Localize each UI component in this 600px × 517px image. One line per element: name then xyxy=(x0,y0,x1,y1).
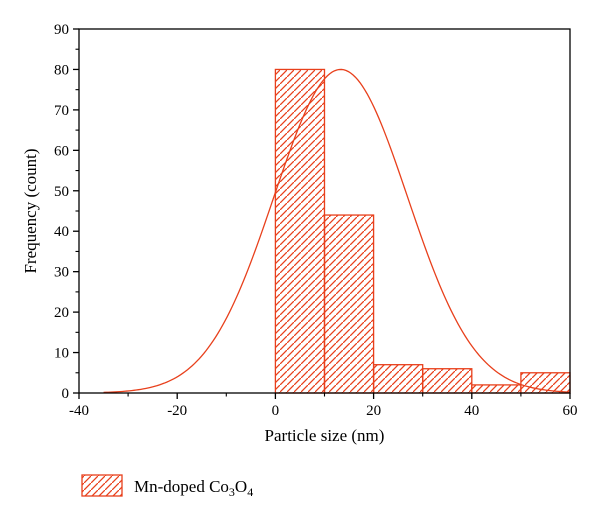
legend-formula-o: O xyxy=(235,477,247,496)
y-tick-label: 60 xyxy=(54,143,69,159)
y-tick-label: 40 xyxy=(54,224,69,240)
legend-formula-sub-3: 3 xyxy=(229,485,235,499)
gaussian-fit-curve xyxy=(103,68,571,394)
x-axis-ticks: -40 -20 0 20 40 60 xyxy=(69,393,578,419)
y-tick-label: 0 xyxy=(62,386,70,402)
histogram-bar xyxy=(323,214,375,394)
x-axis-label: Particle size (nm) xyxy=(265,426,385,445)
legend-swatch xyxy=(81,474,123,497)
legend-formula-sub-4: 4 xyxy=(247,485,253,499)
x-tick-label: 20 xyxy=(366,403,381,419)
x-tick-label: -20 xyxy=(167,403,187,419)
legend: Mn-doped Co3O4 xyxy=(81,474,253,499)
x-tick-label: -40 xyxy=(69,403,89,419)
y-axis-label: Frequency (count) xyxy=(21,148,40,273)
y-axis-ticks: 0 10 20 30 40 50 60 70 80 90 xyxy=(54,22,79,402)
y-tick-label: 10 xyxy=(54,346,69,362)
x-tick-label: 60 xyxy=(563,403,578,419)
y-tick-label: 50 xyxy=(54,184,69,200)
y-tick-label: 20 xyxy=(54,305,69,321)
y-tick-label: 80 xyxy=(54,62,69,78)
x-tick-label: 40 xyxy=(464,403,479,419)
x-tick-label: 0 xyxy=(272,403,280,419)
histogram-bar xyxy=(372,364,424,394)
histogram-bar xyxy=(422,368,473,394)
y-tick-label: 30 xyxy=(54,265,69,281)
legend-label-prefix: Mn-doped xyxy=(134,477,209,496)
y-tick-label: 70 xyxy=(54,103,69,119)
histogram-bar xyxy=(274,68,326,394)
legend-formula-co: Co xyxy=(209,477,229,496)
legend-label: Mn-doped Co3O4 xyxy=(134,477,253,499)
y-tick-label: 90 xyxy=(54,22,69,38)
histogram-bar xyxy=(471,384,522,394)
bars-layer xyxy=(274,68,571,394)
